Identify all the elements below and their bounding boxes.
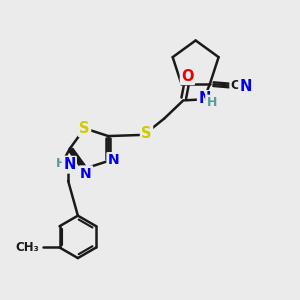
Text: N: N	[63, 157, 76, 172]
Text: N: N	[240, 79, 252, 94]
Text: CH₃: CH₃	[15, 241, 39, 254]
Text: S: S	[141, 126, 152, 141]
Text: N: N	[80, 167, 92, 181]
Text: N: N	[108, 153, 119, 167]
Text: S: S	[79, 121, 90, 136]
Text: H: H	[56, 157, 66, 170]
Text: O: O	[181, 69, 194, 84]
Text: C: C	[231, 79, 240, 92]
Text: N: N	[198, 92, 211, 106]
Text: H: H	[206, 96, 217, 109]
